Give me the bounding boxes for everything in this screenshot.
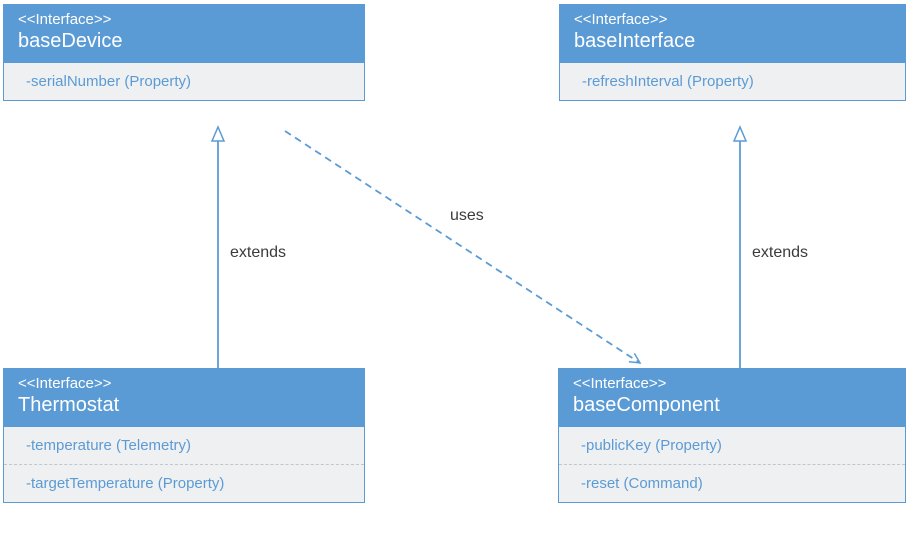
edge-thermostat-uses-basecomponent: [285, 131, 640, 363]
uml-stereotype: <<Interface>>: [573, 375, 891, 392]
edge-label-uses: uses: [450, 207, 484, 225]
uml-node-base-component: <<Interface>> baseComponent -publicKey (…: [558, 368, 906, 503]
uml-node-base-device: <<Interface>> baseDevice -serialNumber (…: [3, 4, 365, 101]
uml-stereotype: <<Interface>>: [18, 375, 350, 392]
uml-property-row: -refreshInterval (Property): [560, 63, 905, 100]
edge-label-extends-right: extends: [752, 244, 808, 262]
uml-property-row: -targetTemperature (Property): [4, 464, 364, 502]
uml-node-body: -temperature (Telemetry) -targetTemperat…: [4, 427, 364, 502]
uml-property-row: -serialNumber (Property): [4, 63, 364, 100]
uml-node-header: <<Interface>> baseInterface: [560, 5, 905, 63]
uml-stereotype: <<Interface>>: [574, 11, 891, 28]
uml-node-body: -publicKey (Property) -reset (Command): [559, 427, 905, 502]
uml-node-base-interface: <<Interface>> baseInterface -refreshInte…: [559, 4, 906, 101]
uml-node-body: -refreshInterval (Property): [560, 63, 905, 100]
uml-title: Thermostat: [18, 394, 350, 417]
uml-node-header: <<Interface>> Thermostat: [4, 369, 364, 427]
uml-node-body: -serialNumber (Property): [4, 63, 364, 100]
uml-property-row: -reset (Command): [559, 464, 905, 502]
uml-title: baseComponent: [573, 394, 891, 417]
uml-node-header: <<Interface>> baseComponent: [559, 369, 905, 427]
uml-node-header: <<Interface>> baseDevice: [4, 5, 364, 63]
uml-node-thermostat: <<Interface>> Thermostat -temperature (T…: [3, 368, 365, 503]
uml-property-row: -temperature (Telemetry): [4, 427, 364, 464]
uml-title: baseInterface: [574, 30, 891, 53]
uml-stereotype: <<Interface>>: [18, 11, 350, 28]
uml-property-row: -publicKey (Property): [559, 427, 905, 464]
uml-title: baseDevice: [18, 30, 350, 53]
edge-label-extends-left: extends: [230, 244, 286, 262]
